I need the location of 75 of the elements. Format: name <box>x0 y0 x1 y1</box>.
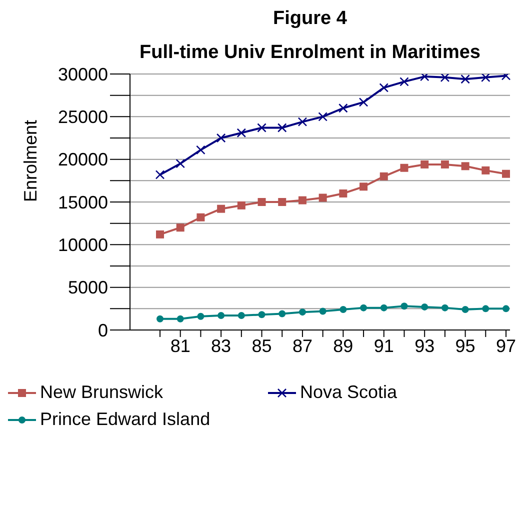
point <box>238 312 245 319</box>
point <box>257 123 266 132</box>
x-tick-label: 97 <box>496 336 516 356</box>
x-tick-label: 87 <box>292 336 312 356</box>
point <box>420 74 430 82</box>
legend-label: Prince Edward Island <box>40 409 210 430</box>
point <box>441 304 448 312</box>
point <box>156 230 164 238</box>
x-tick-label: 83 <box>211 336 232 356</box>
point <box>156 315 164 322</box>
point <box>482 305 490 312</box>
y-tick-label: 15000 <box>58 192 108 212</box>
y-tick-label: 0 <box>98 320 108 340</box>
point <box>258 311 266 318</box>
point <box>360 304 368 312</box>
point <box>217 204 226 213</box>
point <box>461 162 470 170</box>
x-tick-label: 95 <box>455 336 476 356</box>
point <box>318 112 328 122</box>
x-tick-label: 91 <box>374 336 394 356</box>
point <box>400 77 409 86</box>
point <box>338 103 348 113</box>
point <box>360 182 368 191</box>
point <box>236 128 246 138</box>
point <box>196 145 206 155</box>
point <box>339 189 348 198</box>
point <box>298 308 306 316</box>
point <box>196 213 205 222</box>
point <box>318 194 327 202</box>
y-axis-title: Enrolment <box>20 120 40 202</box>
point <box>440 160 449 168</box>
point <box>502 170 510 178</box>
y-tick-label: 25000 <box>58 107 108 128</box>
point <box>480 74 490 82</box>
point <box>176 224 184 232</box>
point <box>421 303 428 310</box>
point <box>237 201 246 210</box>
point <box>462 306 469 314</box>
y-tick-label: 10000 <box>58 235 108 256</box>
point <box>319 308 326 315</box>
point <box>298 117 308 126</box>
point <box>278 310 286 318</box>
point <box>400 302 408 310</box>
point <box>460 74 470 84</box>
point <box>482 166 490 174</box>
point <box>380 172 388 180</box>
y-tick-label: 5000 <box>68 278 108 298</box>
point <box>278 198 286 206</box>
chart-subtitle: Full-time Univ Enrolment in Maritimes <box>138 42 482 64</box>
point <box>176 158 186 168</box>
point <box>502 305 510 312</box>
point <box>379 83 389 92</box>
legend-label: New Brunswick <box>40 382 164 403</box>
point <box>155 170 165 180</box>
point <box>176 315 184 322</box>
y-tick-label: 20000 <box>58 150 108 170</box>
y-tick-label: 30000 <box>58 64 108 84</box>
point <box>216 133 226 143</box>
x-tick-label: 93 <box>414 336 435 356</box>
point <box>258 198 266 206</box>
point <box>400 164 408 172</box>
x-tick-label: 85 <box>252 336 272 356</box>
point <box>277 123 287 132</box>
point <box>440 74 450 82</box>
point <box>380 304 388 312</box>
point <box>340 306 347 314</box>
x-tick-label: 89 <box>333 336 354 356</box>
point <box>358 98 368 107</box>
point <box>420 160 429 168</box>
point <box>298 196 306 204</box>
chart-title: Figure 4 <box>272 8 348 30</box>
legend-label: Nova Scotia <box>300 382 398 403</box>
point <box>197 312 204 320</box>
point <box>218 312 225 319</box>
x-tick-label: 81 <box>170 336 190 356</box>
